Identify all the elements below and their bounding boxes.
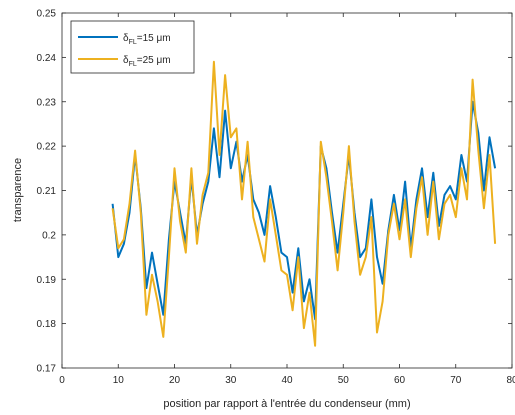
y-tick-label: 0.24	[37, 53, 57, 64]
y-tick-label: 0.18	[37, 319, 57, 330]
x-tick-label: 0	[59, 375, 65, 386]
y-tick-label: 0.23	[37, 97, 57, 108]
x-tick-label: 10	[113, 375, 125, 386]
y-tick-label: 0.2	[42, 230, 56, 241]
legend-label-2: δFL=25 μm	[123, 55, 171, 68]
y-axis-label: transparence	[12, 158, 24, 222]
x-tick-label: 60	[394, 375, 406, 386]
y-tick-label: 0.22	[37, 142, 57, 153]
x-axis-label: position par rapport à l'entrée du conde…	[163, 398, 410, 410]
x-tick-label: 80	[506, 375, 515, 386]
x-tick-label: 20	[169, 375, 181, 386]
y-tick-label: 0.17	[37, 364, 57, 375]
y-tick-label: 0.25	[37, 9, 57, 20]
x-tick-label: 40	[281, 375, 293, 386]
series-layer	[111, 60, 497, 347]
x-tick-label: 50	[338, 375, 350, 386]
legend-label-1: δFL=15 μm	[123, 33, 171, 46]
x-tick-label: 30	[225, 375, 237, 386]
ticks-layer: 0 10 20 30 40 50 60 70 80 0.17 0.18 0.19 0.2 0.21 0.22…	[37, 9, 515, 387]
y-tick-label: 0.21	[37, 186, 57, 197]
x-tick-label: 70	[450, 375, 462, 386]
series-line-2	[111, 60, 497, 347]
legend: δFL=15 μm δFL=25 μm	[70, 20, 195, 74]
y-tick-label: 0.19	[37, 275, 57, 286]
legend-box	[70, 20, 195, 74]
